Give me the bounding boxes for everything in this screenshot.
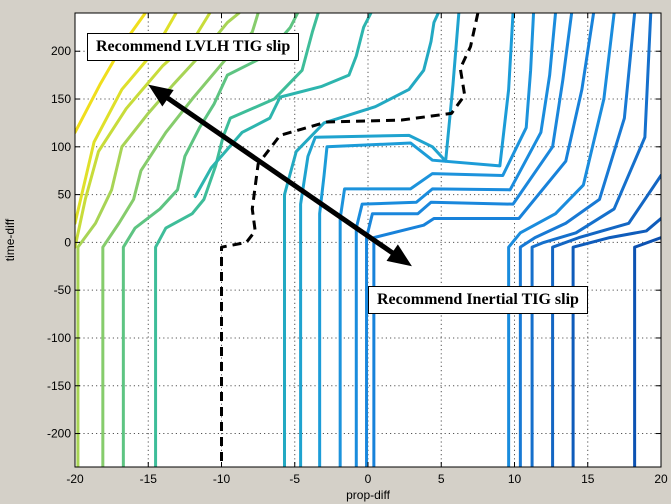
contour-line [354, 13, 558, 467]
y-tick-label: 50 [58, 188, 72, 202]
contour-line [633, 236, 661, 467]
y-tick-label: 200 [51, 44, 71, 58]
arrow-shaft [162, 93, 398, 258]
contour-line [193, 13, 373, 199]
contour-line [299, 13, 461, 467]
x-tick-label: 10 [508, 472, 522, 486]
y-tick-label: 0 [64, 235, 71, 249]
x-tick-label: -5 [289, 472, 300, 486]
arrow-head-start [148, 84, 174, 107]
contour-line [154, 13, 320, 467]
arrow-head-end [386, 244, 412, 267]
x-tick-label: -10 [213, 472, 231, 486]
x-tick-label: 20 [654, 472, 668, 486]
recommendation-arrow [148, 84, 412, 267]
contour-line [372, 13, 596, 467]
x-tick-label: 15 [581, 472, 595, 486]
contour-line [365, 13, 574, 467]
axis-ticks: -20 -15 -10 -5 0 5 10 15 20-200-150-100-50050100… [47, 13, 668, 486]
y-tick-label: -100 [47, 331, 71, 345]
x-tick-label: -15 [140, 472, 158, 486]
contour-line [530, 13, 653, 467]
y-axis-label: time-diff [3, 218, 17, 261]
x-axis-label: prop-diff [346, 488, 390, 502]
contour-line [551, 173, 661, 467]
contour-line [518, 13, 637, 467]
x-tick-label: 5 [438, 472, 445, 486]
contour-line [571, 216, 661, 467]
boundary-line [220, 12, 480, 467]
y-tick-label: 100 [51, 140, 71, 154]
inertial-annotation: Recommend Inertial TIG slip [368, 286, 588, 314]
lvlh-annotation: Recommend LVLH TIG slip [87, 33, 300, 61]
x-tick-label: -20 [66, 472, 84, 486]
contour-line [338, 13, 536, 467]
y-tick-label: -150 [47, 379, 71, 393]
contour-line [507, 13, 616, 467]
contour-line [282, 13, 440, 467]
contour-line [75, 13, 147, 134]
y-tick-label: -50 [54, 283, 72, 297]
y-tick-label: 150 [51, 92, 71, 106]
boundary-dashed-line [220, 12, 480, 467]
y-tick-label: -200 [47, 427, 71, 441]
x-tick-label: 0 [365, 472, 372, 486]
